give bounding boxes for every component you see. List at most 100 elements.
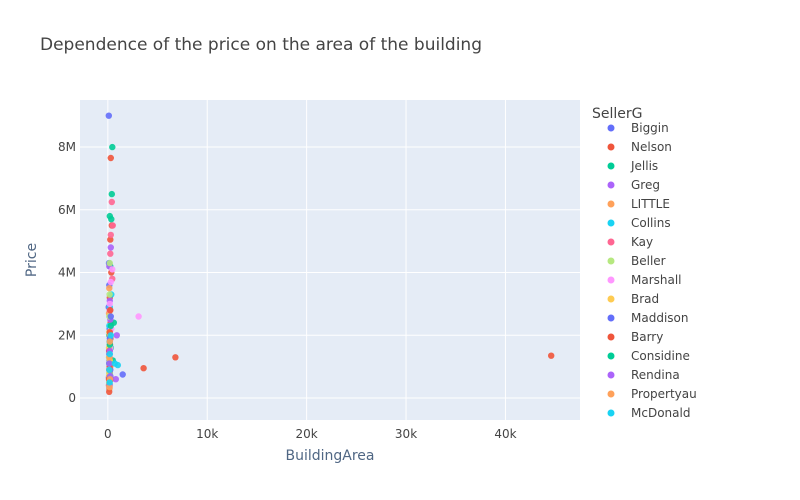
plot-area bbox=[80, 100, 580, 420]
legend-marker bbox=[607, 371, 615, 379]
data-point bbox=[106, 300, 114, 308]
x-tick-label: 0 bbox=[104, 427, 112, 441]
legend-item[interactable]: Beller bbox=[607, 254, 666, 268]
legend-item[interactable]: Nelson bbox=[607, 140, 672, 154]
legend-marker bbox=[607, 257, 615, 265]
x-axis-label: BuildingArea bbox=[285, 448, 374, 464]
data-point bbox=[106, 366, 113, 373]
legend-label: Rendina bbox=[631, 368, 680, 382]
legend-item[interactable]: LITTLE bbox=[607, 197, 670, 211]
legend-label: Marshall bbox=[631, 273, 682, 287]
legend-label: McDonald bbox=[631, 406, 690, 420]
legend-label: LITTLE bbox=[631, 197, 670, 211]
data-point bbox=[107, 231, 115, 239]
data-point bbox=[140, 365, 147, 372]
data-points bbox=[105, 112, 555, 395]
legend-marker bbox=[607, 162, 615, 170]
legend-label: Considine bbox=[631, 349, 690, 363]
legend-item[interactable]: Barry bbox=[607, 330, 664, 344]
x-tick-label: 20k bbox=[296, 427, 318, 441]
legend-label: Collins bbox=[631, 216, 671, 230]
legend-marker bbox=[607, 181, 615, 189]
y-tick-label: 2M bbox=[58, 328, 76, 342]
chart-title: Dependence of the price on the area of t… bbox=[40, 35, 482, 55]
legend-item[interactable]: Marshall bbox=[607, 273, 682, 287]
data-point bbox=[107, 250, 114, 257]
gridlines bbox=[80, 100, 580, 420]
legend-label: Jellis bbox=[630, 159, 658, 173]
data-point bbox=[108, 216, 115, 223]
y-tick-label: 0 bbox=[68, 391, 76, 405]
x-tick-label: 40k bbox=[494, 427, 516, 441]
data-point bbox=[106, 338, 114, 345]
legend-item[interactable]: Collins bbox=[607, 216, 671, 230]
legend: Biggin Nelson Jellis Greg LITTLE Collins Kay Be… bbox=[607, 121, 697, 420]
legend-item[interactable]: Greg bbox=[607, 178, 660, 192]
data-point bbox=[108, 198, 116, 206]
data-point bbox=[107, 307, 114, 314]
data-point bbox=[172, 354, 179, 361]
data-point bbox=[107, 154, 115, 162]
data-point bbox=[111, 360, 119, 367]
data-point bbox=[109, 143, 116, 151]
legend-label: Barry bbox=[631, 330, 663, 344]
x-axis-ticks: 0 10k 20k 30k 40k bbox=[104, 427, 517, 441]
x-tick-label: 30k bbox=[395, 427, 417, 441]
legend-item[interactable]: Propertyau bbox=[607, 387, 697, 401]
legend-title: SellerG bbox=[592, 106, 643, 122]
legend-marker bbox=[607, 390, 615, 398]
legend-item[interactable]: Brad bbox=[607, 292, 660, 306]
legend-item[interactable]: Maddison bbox=[607, 311, 689, 325]
legend-label: Biggin bbox=[631, 121, 669, 135]
data-point bbox=[106, 285, 113, 292]
legend-label: Brad bbox=[631, 292, 659, 306]
legend-item[interactable]: Rendina bbox=[607, 368, 680, 382]
data-point bbox=[107, 236, 114, 243]
data-point bbox=[107, 278, 115, 286]
y-tick-label: 4M bbox=[58, 266, 76, 280]
data-point bbox=[106, 383, 113, 391]
data-point bbox=[105, 112, 113, 119]
legend-marker bbox=[607, 295, 615, 303]
data-point bbox=[106, 388, 113, 395]
y-tick-label: 8M bbox=[58, 140, 76, 154]
y-axis-label: Price bbox=[24, 243, 40, 277]
data-point bbox=[109, 266, 116, 273]
data-point bbox=[548, 352, 555, 359]
x-tick-label: 10k bbox=[196, 427, 218, 441]
legend-label: Propertyau bbox=[631, 387, 697, 401]
legend-marker bbox=[607, 352, 615, 360]
legend-marker bbox=[607, 276, 615, 284]
legend-item[interactable]: Jellis bbox=[607, 159, 659, 173]
y-tick-label: 6M bbox=[58, 203, 76, 217]
data-point bbox=[108, 190, 116, 198]
legend-marker bbox=[607, 314, 615, 322]
legend-marker bbox=[607, 219, 615, 227]
legend-item[interactable]: Considine bbox=[607, 349, 690, 363]
data-point bbox=[106, 350, 114, 358]
legend-marker bbox=[607, 143, 615, 151]
legend-label: Beller bbox=[631, 254, 666, 268]
data-point bbox=[107, 244, 115, 251]
legend-label: Kay bbox=[631, 235, 653, 249]
legend-item[interactable]: McDonald bbox=[607, 406, 691, 420]
data-point bbox=[119, 371, 126, 378]
data-point bbox=[107, 332, 115, 339]
data-point bbox=[109, 222, 117, 229]
legend-marker bbox=[607, 333, 615, 341]
y-axis-ticks: 0 2M 4M 6M 8M bbox=[58, 140, 76, 405]
legend-item[interactable]: Kay bbox=[607, 235, 654, 249]
legend-marker bbox=[607, 200, 615, 208]
legend-marker bbox=[607, 409, 615, 417]
legend-marker bbox=[607, 238, 615, 246]
data-point bbox=[112, 376, 120, 383]
legend-label: Greg bbox=[631, 178, 660, 192]
legend-item[interactable]: Biggin bbox=[607, 121, 669, 135]
data-point bbox=[107, 322, 115, 330]
legend-label: Nelson bbox=[631, 140, 672, 154]
data-point bbox=[106, 379, 113, 386]
data-point bbox=[135, 313, 142, 320]
data-point bbox=[106, 360, 113, 367]
data-point bbox=[106, 291, 113, 298]
